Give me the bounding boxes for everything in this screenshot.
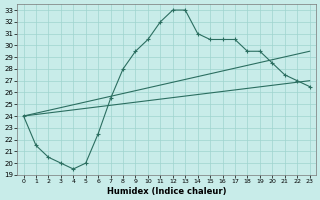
X-axis label: Humidex (Indice chaleur): Humidex (Indice chaleur): [107, 187, 226, 196]
